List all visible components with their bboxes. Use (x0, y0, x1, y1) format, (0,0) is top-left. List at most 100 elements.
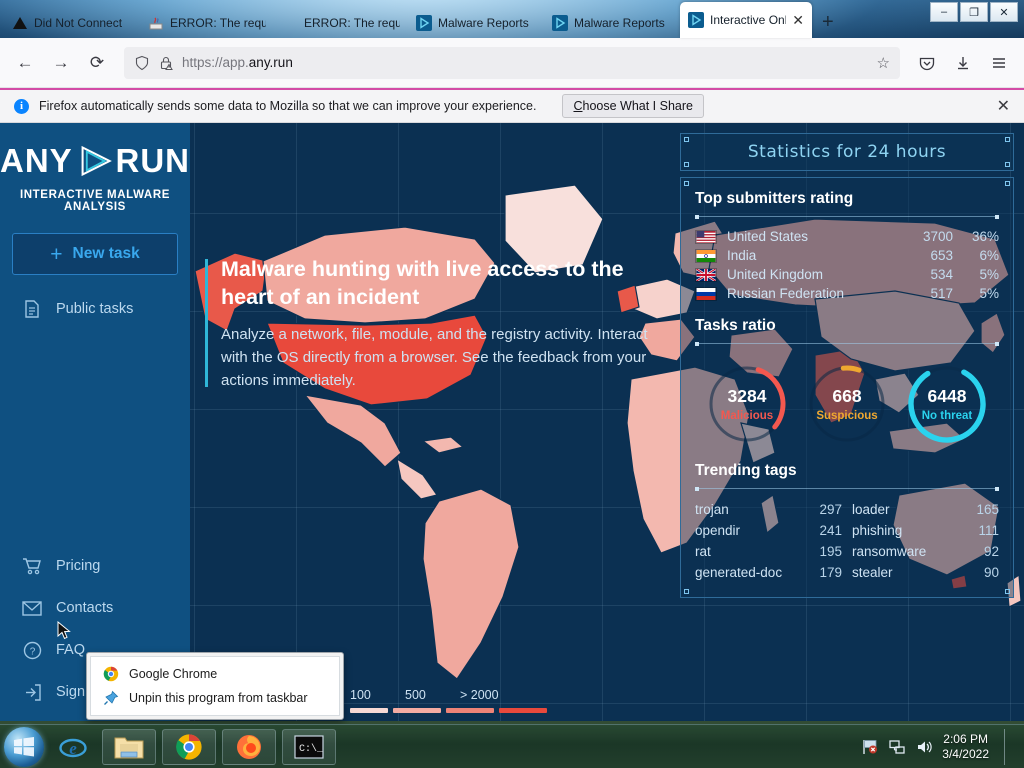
reload-icon[interactable]: ⟳ (89, 52, 105, 72)
shield-icon (135, 55, 149, 70)
browser-tab-4[interactable]: Malware Reports (544, 8, 680, 38)
ring-label: Suspicious (816, 410, 878, 422)
tag-row[interactable]: stealer 90 (852, 562, 999, 583)
hero-accent-bar (205, 259, 208, 387)
windows-logo-icon (14, 736, 34, 756)
tag-count: 111 (978, 523, 999, 538)
page-content: ANY RUN INTERACTIVE MALWARE ANALYSIS + N… (0, 123, 1024, 721)
taskbar-item-google-chrome[interactable] (162, 728, 216, 765)
map-legend-labels: 100 500 > 2000 (350, 688, 547, 702)
tab-close-icon[interactable]: ✕ (792, 12, 804, 28)
statistics-title-text: Statistics for 24 hours (747, 142, 947, 162)
browser-tab-active[interactable]: Interactive Onli ✕ (680, 2, 812, 38)
tag-row[interactable]: loader 165 (852, 499, 999, 520)
hamburger-menu-icon[interactable] (984, 48, 1014, 78)
back-icon[interactable]: ← (16, 52, 34, 72)
tag-row[interactable]: phishing 111 (852, 520, 999, 541)
downloads-icon[interactable] (948, 48, 978, 78)
browser-tab-2[interactable]: ERROR: The requeste (274, 8, 408, 38)
notification-message: Firefox automatically sends some data to… (39, 99, 537, 113)
sidebar-item-label: Pricing (56, 558, 101, 574)
sidebar-item-contacts[interactable]: Contacts (0, 587, 190, 629)
new-tab-button[interactable]: + (822, 11, 834, 33)
ring-malicious[interactable]: 3284 Malicious (697, 360, 797, 448)
context-menu-item-unpin[interactable]: Unpin this program from taskbar (91, 686, 339, 710)
taskbar-item-mozilla-firefox[interactable] (222, 728, 276, 765)
info-icon: i (14, 98, 29, 114)
bookmark-star-icon[interactable]: ☆ (876, 54, 890, 72)
tag-name: rat (695, 544, 711, 559)
taskbar-item-internet-explorer[interactable]: e (50, 729, 96, 765)
sidebar-item-label: Sign (56, 684, 86, 700)
sidebar-item-label: Public tasks (56, 301, 134, 317)
java-icon (149, 17, 163, 30)
country-count: 534 (930, 267, 953, 282)
sidebar-item-pricing[interactable]: Pricing (0, 545, 190, 587)
corner-mark (1005, 137, 1010, 142)
flag-ru-icon (695, 286, 717, 301)
browser-tab-0[interactable]: Did Not Connect (4, 8, 140, 38)
trending-tags-columns: trojan 297 opendir 241 rat 195 (695, 499, 999, 583)
context-menu-item-google-chrome[interactable]: Google Chrome (91, 662, 339, 686)
submitter-row[interactable]: United Kingdom 534 5% (695, 265, 999, 284)
country-name: India (727, 248, 757, 263)
country-name: Russian Federation (727, 286, 845, 301)
taskbar-item-windows-explorer[interactable] (102, 728, 156, 765)
close-button[interactable]: ✕ (990, 2, 1018, 22)
sign-in-icon (22, 682, 42, 702)
taskbar-item-command-prompt[interactable]: C:\_ (282, 728, 336, 765)
ring-suspicious[interactable]: 668 Suspicious (797, 360, 897, 448)
address-bar[interactable]: https://app.any.run ☆ (124, 46, 900, 79)
pocket-icon[interactable] (912, 48, 942, 78)
tag-row[interactable]: rat 195 (695, 541, 842, 562)
country-name: United Kingdom (727, 267, 824, 282)
corner-mark (1005, 589, 1010, 594)
flag-action-center-icon[interactable] (861, 738, 879, 756)
sidebar-item-sign-in[interactable]: Sign (0, 671, 190, 713)
tag-name: trojan (695, 502, 729, 517)
logo-any: ANY (0, 142, 73, 179)
minimize-button[interactable]: – (930, 2, 958, 22)
ring-value: 668 (832, 386, 862, 406)
network-icon[interactable] (888, 738, 906, 756)
corner-mark (684, 181, 689, 186)
sidebar-item-public-tasks[interactable]: Public tasks (0, 291, 190, 327)
browser-tab-3[interactable]: Malware Reports (408, 8, 544, 38)
tab-strip: Did Not Connect ERROR: The requ ERROR: T… (0, 0, 1024, 38)
question-circle-icon: ? (22, 640, 42, 660)
tag-row[interactable]: opendir 241 (695, 520, 842, 541)
choose-what-i-share-button[interactable]: Choose What I Share (562, 94, 704, 118)
window-controls: – ❐ ✕ (930, 2, 1018, 22)
show-desktop-button[interactable] (1004, 728, 1014, 765)
tag-row[interactable]: trojan 297 (695, 499, 842, 520)
plus-icon: + (50, 242, 63, 266)
submitter-row[interactable]: Russian Federation 517 5% (695, 284, 999, 303)
browser-tab-1[interactable]: ERROR: The requ (140, 8, 274, 38)
sidebar-item-faq[interactable]: ? FAQ (0, 629, 190, 671)
tag-count: 297 (819, 502, 842, 517)
volume-icon[interactable] (915, 738, 933, 756)
submitter-row[interactable]: India 653 6% (695, 246, 999, 265)
ring-value: 3284 (727, 386, 767, 406)
forward-icon[interactable]: → (52, 52, 70, 72)
notification-close-icon[interactable]: ✕ (996, 98, 1010, 115)
firefox-icon (237, 734, 261, 759)
tag-row[interactable]: ransomware 92 (852, 541, 999, 562)
taskbar-clock[interactable]: 2:06 PM 3/4/2022 (942, 732, 989, 762)
tag-count: 179 (819, 565, 842, 580)
restore-button[interactable]: ❐ (960, 2, 988, 22)
sidebar: ANY RUN INTERACTIVE MALWARE ANALYSIS + N… (0, 123, 190, 721)
pin-icon (104, 690, 119, 705)
brand-logo[interactable]: ANY RUN INTERACTIVE MALWARE ANALYSIS (0, 123, 190, 213)
ie-icon: e (59, 738, 87, 758)
submitter-row[interactable]: United States 3700 36% (695, 227, 999, 246)
new-task-button[interactable]: + New task (12, 233, 178, 275)
trending-tags-right: loader 165 phishing 111 ransomware 92 (852, 499, 999, 583)
accesskey-letter: C (573, 99, 583, 113)
ring-no-threat[interactable]: 6448 No threat (897, 360, 997, 448)
country-percent: 5% (979, 286, 999, 301)
tag-row[interactable]: generated-doc 179 (695, 562, 842, 583)
svg-text:?: ? (29, 646, 35, 657)
cart-icon (22, 556, 42, 576)
start-button[interactable] (4, 726, 44, 767)
